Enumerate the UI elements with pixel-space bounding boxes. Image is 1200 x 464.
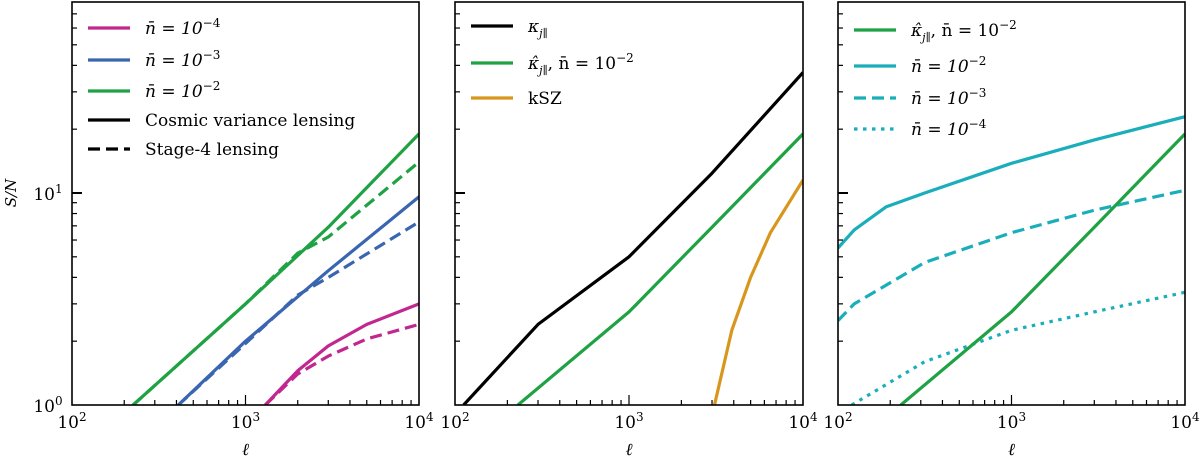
x-tick-label: 103 xyxy=(997,410,1026,433)
legend-item: n̄ = 10−3 xyxy=(854,86,986,109)
legend: κj∥ κ̂j∥, n̄ = 10−2 kSZ xyxy=(471,17,634,109)
legend-label: κ̂j∥, n̄ = 10−2 xyxy=(527,51,634,77)
legend-label: n̄ = 10−3 xyxy=(911,86,986,109)
x-tick-label: 104 xyxy=(404,410,434,433)
panel-2: 102 103 104 ℓ κj∥ κ̂j∥, n̄ = 10−2 kSZ xyxy=(440,1,818,460)
legend-label: n̄ = 10−2 xyxy=(145,79,220,102)
series-line-6 xyxy=(264,322,419,405)
x-tick-label: 102 xyxy=(823,410,852,433)
x-tick-label: 103 xyxy=(231,410,260,433)
legend-label: Cosmic variance lensing xyxy=(145,111,355,131)
y-axis-label: S/N xyxy=(2,178,20,207)
x-axis-label: ℓ xyxy=(1008,440,1015,460)
series-group xyxy=(838,115,1185,405)
legend-item: n̄ = 10−4 xyxy=(854,117,987,140)
legend: n̄ = 10−4 n̄ = 10−3 n̄ = 10−2 Cosmic varian… xyxy=(88,16,355,160)
series-line-4 xyxy=(177,220,419,405)
y-tick-label: 101 xyxy=(33,182,62,205)
series-line-2 xyxy=(838,188,1185,322)
legend-label: n̄ = 10−3 xyxy=(145,48,220,71)
x-tick-label: 104 xyxy=(788,410,818,433)
x-axis-label: ℓ xyxy=(242,440,249,460)
series-line-3 xyxy=(850,290,1185,405)
legend-item: κ̂j∥, n̄ = 10−2 xyxy=(854,18,1017,44)
legend-item: n̄ = 10−2 xyxy=(88,79,220,102)
legend-label: κ̂j∥, n̄ = 10−2 xyxy=(910,18,1017,44)
legend-item: n̄ = 10−3 xyxy=(88,48,220,71)
series-line-4 xyxy=(899,132,1185,405)
legend-label: kSZ xyxy=(528,89,562,109)
x-tick-label: 103 xyxy=(614,410,643,433)
legend-item: Cosmic variance lensing xyxy=(88,111,355,131)
series-group xyxy=(462,71,803,405)
series-line-2 xyxy=(516,132,803,405)
series-line-1 xyxy=(462,71,803,405)
series-line-1 xyxy=(838,115,1185,250)
legend-item: kSZ xyxy=(471,89,562,109)
series-line-5 xyxy=(264,302,419,405)
series-group xyxy=(132,132,419,405)
legend-label: Stage-4 lensing xyxy=(145,140,279,160)
legend-label: n̄ = 10−2 xyxy=(911,54,986,77)
legend-item: κ̂j∥, n̄ = 10−2 xyxy=(471,51,634,77)
x-tick-label: 104 xyxy=(1170,410,1200,433)
series-line-2 xyxy=(132,160,419,405)
x-tick-label: 102 xyxy=(440,410,469,433)
x-tick-label: 102 xyxy=(57,410,86,433)
legend: κ̂j∥, n̄ = 10−2 n̄ = 10−2 n̄ = 10−3 n̄ = 10… xyxy=(854,18,1017,140)
x-axis-label: ℓ xyxy=(625,440,632,460)
plot-frame xyxy=(837,1,1186,406)
legend-item: Stage-4 lensing xyxy=(88,140,279,160)
legend-label: n̄ = 10−4 xyxy=(145,16,221,39)
legend-item: κj∥ xyxy=(471,17,548,40)
panel-3: 102 103 104 ℓ κ̂j∥, n̄ = 10−2 n̄ = 10−2 n̄ = 1… xyxy=(823,1,1200,460)
legend-item: n̄ = 10−2 xyxy=(854,54,986,77)
legend-label: n̄ = 10−4 xyxy=(911,117,987,140)
legend-item: n̄ = 10−4 xyxy=(88,16,221,39)
series-line-3 xyxy=(712,179,803,405)
legend-label: κj∥ xyxy=(527,17,548,40)
